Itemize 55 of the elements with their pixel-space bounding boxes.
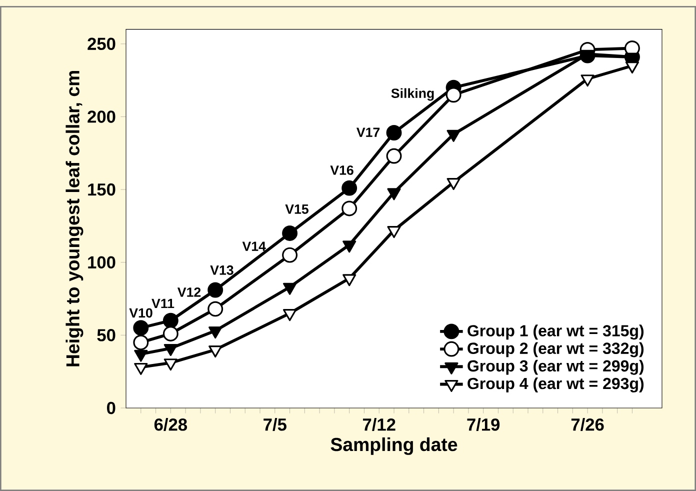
point bbox=[133, 320, 149, 336]
point bbox=[133, 334, 149, 350]
legend-label: Group 4 (ear wt = 293g) bbox=[468, 377, 644, 392]
y-tick-label: 150 bbox=[88, 183, 116, 196]
y-tick-label: 100 bbox=[88, 256, 116, 268]
point bbox=[208, 301, 224, 317]
point bbox=[446, 130, 460, 142]
point bbox=[208, 345, 222, 358]
annotation: V13 bbox=[210, 265, 234, 275]
point bbox=[134, 350, 148, 362]
legend-label: Group 3 (ear wt = 299g) bbox=[468, 360, 644, 375]
annotation: V10 bbox=[129, 308, 152, 318]
x-tick-label: 7/19 bbox=[467, 418, 500, 431]
point bbox=[282, 309, 297, 322]
point bbox=[164, 344, 178, 356]
point bbox=[446, 87, 462, 103]
point bbox=[208, 282, 224, 298]
annotation: V11 bbox=[152, 298, 174, 308]
point bbox=[342, 180, 358, 196]
point bbox=[625, 61, 640, 74]
point bbox=[208, 326, 222, 339]
y-tick-label: 250 bbox=[88, 38, 116, 50]
annotation: V12 bbox=[177, 287, 201, 297]
point bbox=[342, 200, 358, 216]
annotation: V16 bbox=[330, 165, 354, 175]
point bbox=[282, 282, 297, 295]
point bbox=[387, 226, 401, 238]
annotation: V14 bbox=[242, 242, 266, 251]
point bbox=[580, 74, 594, 87]
y-tick-label: 0 bbox=[107, 402, 116, 414]
annotation: Silking bbox=[391, 88, 434, 101]
point bbox=[282, 225, 298, 241]
legend-label: Group 2 (ear wt = 332g) bbox=[468, 342, 644, 358]
x-tick-label: 7/12 bbox=[363, 418, 396, 431]
point bbox=[446, 178, 460, 190]
legend-label: Group 1 (ear wt = 315g) bbox=[468, 324, 644, 340]
x-tick-label: 7/26 bbox=[571, 418, 604, 431]
annotation: V15 bbox=[285, 204, 308, 214]
point bbox=[386, 124, 402, 140]
x-tick-label: 7/5 bbox=[264, 418, 286, 431]
point bbox=[386, 148, 402, 164]
x-tick-label: 6/28 bbox=[154, 418, 188, 431]
point bbox=[342, 240, 356, 253]
x-axis-title: Sampling date bbox=[330, 437, 458, 455]
y-tick-label: 200 bbox=[88, 110, 116, 123]
point bbox=[282, 247, 298, 263]
point bbox=[164, 358, 178, 371]
point bbox=[134, 362, 148, 375]
point bbox=[162, 326, 178, 342]
point bbox=[387, 188, 401, 200]
point bbox=[162, 312, 178, 328]
point bbox=[342, 274, 356, 286]
annotation: V17 bbox=[356, 128, 380, 137]
y-axis-title: Height to youngest leaf collar, cm bbox=[66, 70, 84, 366]
y-tick-label: 50 bbox=[97, 329, 116, 342]
